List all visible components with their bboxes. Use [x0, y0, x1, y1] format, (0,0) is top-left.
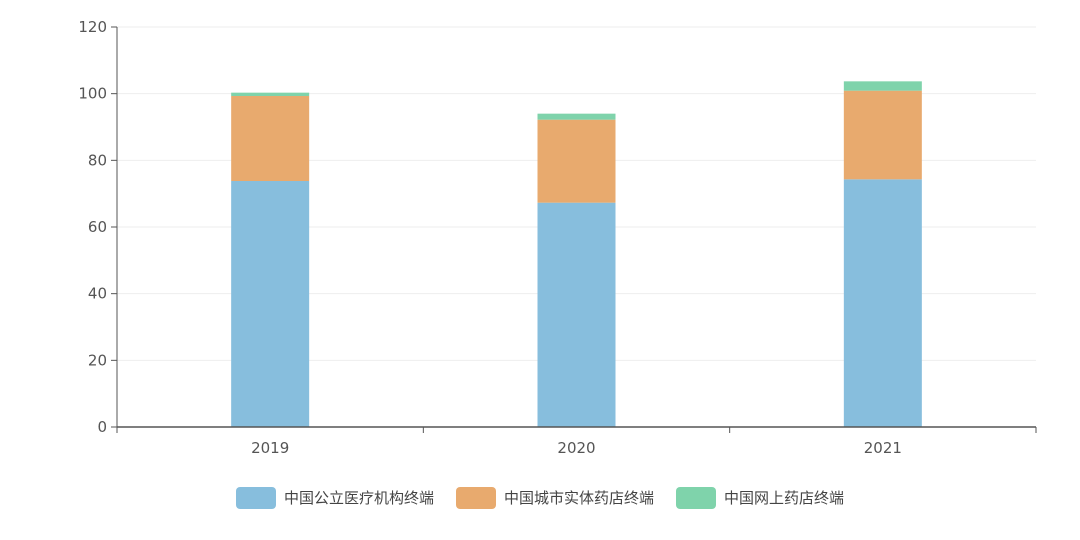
- x-tick-label: 2019: [251, 439, 289, 457]
- x-tick-label: 2020: [557, 439, 595, 457]
- legend-label: 中国城市实体药店终端: [504, 489, 654, 507]
- axes: 0 20 40 60 80 100 120 2019 2020 2021: [78, 18, 1037, 457]
- y-tick-label: 20: [88, 351, 107, 369]
- bar-segment[interactable]: [843, 179, 922, 427]
- bar-segment[interactable]: [537, 113, 616, 120]
- bars: [231, 81, 922, 427]
- legend-swatch: [236, 487, 276, 509]
- y-tick-label: 100: [78, 85, 107, 103]
- y-tick-label: 0: [97, 418, 107, 436]
- bar-segment[interactable]: [231, 181, 310, 427]
- legend-label: 中国网上药店终端: [724, 489, 844, 507]
- legend-item[interactable]: 中国城市实体药店终端: [456, 487, 654, 509]
- bar-segment[interactable]: [843, 90, 922, 180]
- bar-segment[interactable]: [231, 92, 310, 96]
- bar-segment[interactable]: [537, 119, 616, 203]
- legend-label: 中国公立医疗机构终端: [284, 489, 434, 507]
- y-tick-label: 120: [78, 18, 107, 36]
- bar-segment[interactable]: [537, 202, 616, 427]
- legend-swatch: [456, 487, 496, 509]
- legend-swatch: [676, 487, 716, 509]
- y-tick-label: 80: [88, 151, 107, 169]
- x-tick-label: 2021: [864, 439, 902, 457]
- legend-item[interactable]: 中国公立医疗机构终端: [236, 487, 434, 509]
- bar-segment[interactable]: [231, 96, 310, 181]
- y-tick-label: 60: [88, 218, 107, 236]
- y-tick-label: 40: [88, 285, 107, 303]
- legend-item[interactable]: 中国网上药店终端: [676, 487, 844, 509]
- bar-segment[interactable]: [843, 81, 922, 91]
- legend: 中国公立医疗机构终端 中国城市实体药店终端 中国网上药店终端: [236, 487, 844, 509]
